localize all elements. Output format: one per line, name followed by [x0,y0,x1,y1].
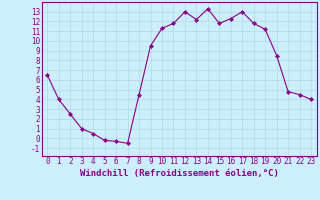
X-axis label: Windchill (Refroidissement éolien,°C): Windchill (Refroidissement éolien,°C) [80,169,279,178]
